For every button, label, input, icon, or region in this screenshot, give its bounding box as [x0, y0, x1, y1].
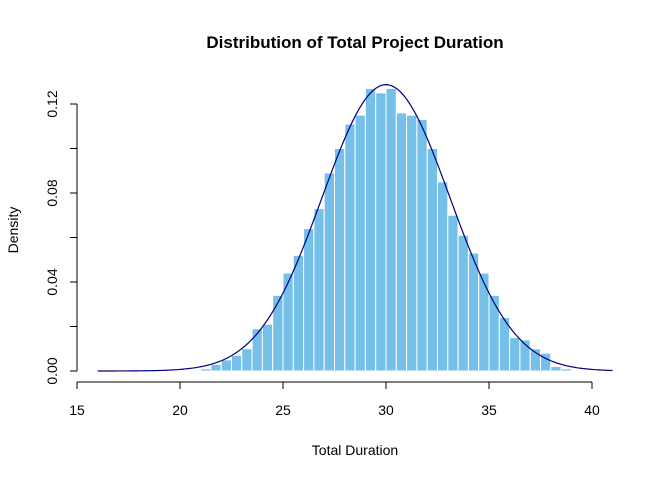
histogram-bar — [467, 252, 480, 372]
histogram-bar — [241, 348, 253, 372]
histogram-bar — [385, 87, 397, 372]
histogram-bar — [292, 254, 305, 372]
histogram-bar — [231, 354, 243, 372]
histogram-bar — [272, 294, 284, 372]
histogram-bar — [395, 112, 408, 372]
y-tick-label: 0.04 — [44, 268, 60, 295]
histogram-bar — [220, 359, 232, 372]
histogram-bars — [200, 87, 572, 372]
histogram-bar — [416, 119, 428, 372]
y-tick-label: 0.08 — [44, 179, 60, 206]
x-tick-label: 25 — [275, 402, 291, 418]
histogram-bar — [426, 148, 439, 372]
y-axis: 0.00 0.04 0.08 0.12 — [44, 90, 78, 385]
histogram-bar — [344, 123, 356, 372]
histogram-bar — [406, 114, 418, 372]
histogram-bar — [478, 272, 490, 372]
x-tick-label: 40 — [584, 402, 600, 418]
histogram-bar — [488, 294, 500, 372]
x-axis-label: Total Duration — [312, 442, 398, 458]
histogram-bar — [457, 234, 469, 372]
density-curve — [97, 84, 613, 372]
y-tick-label: 0.12 — [44, 90, 60, 117]
x-tick-label: 20 — [172, 402, 188, 418]
histogram-bar — [354, 114, 366, 372]
y-tick-label: 0.00 — [44, 357, 60, 384]
histogram-bar — [509, 337, 521, 372]
histogram-bar — [303, 228, 315, 372]
histogram-bar — [375, 92, 387, 372]
histogram-bar — [282, 272, 294, 372]
histogram-bar — [364, 87, 377, 372]
histogram-bar — [210, 363, 222, 372]
histogram-bar — [540, 352, 552, 372]
histogram-bar — [334, 148, 346, 372]
histogram-bar — [447, 214, 459, 372]
histogram-bar — [550, 366, 562, 372]
y-axis-label: Density — [5, 207, 21, 254]
histogram-bar — [200, 368, 212, 372]
histogram-bar — [437, 181, 449, 372]
histogram-bar — [323, 172, 336, 372]
histogram-bar — [313, 208, 325, 372]
histogram-bar — [261, 323, 274, 372]
x-tick-label: 15 — [69, 402, 85, 418]
histogram-bar — [251, 328, 263, 372]
chart-title: Distribution of Total Project Duration — [206, 33, 503, 52]
histogram-bar — [560, 368, 572, 372]
x-tick-label: 30 — [378, 402, 394, 418]
x-tick-label: 35 — [481, 402, 497, 418]
x-axis: 15 20 25 30 35 40 — [69, 381, 600, 418]
